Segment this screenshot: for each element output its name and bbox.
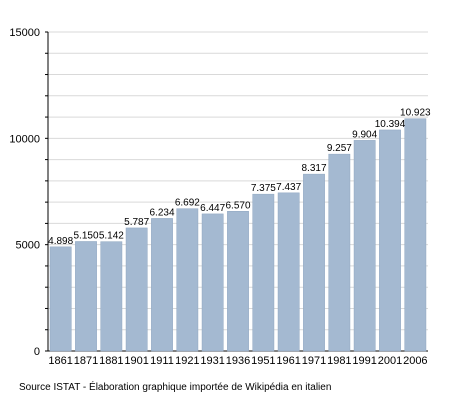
data-label: 5.150: [73, 230, 98, 241]
bar: [252, 193, 275, 352]
bar: [100, 241, 123, 352]
data-label: 6.692: [175, 198, 200, 209]
x-tick-label: 1921: [175, 355, 199, 367]
bar: [151, 218, 173, 352]
data-label: 6.234: [149, 207, 174, 218]
bar: [125, 227, 148, 352]
y-tick-label: 5000: [16, 240, 40, 252]
bars: [49, 118, 427, 352]
x-tick-label: 1911: [150, 355, 174, 367]
data-label: 4.898: [48, 236, 73, 247]
y-tick-label: 10000: [9, 133, 40, 145]
x-tick-label: 1936: [226, 355, 250, 367]
bar: [404, 118, 427, 352]
bar: [353, 140, 376, 352]
data-label: 6.447: [200, 203, 225, 214]
x-tick-label: 1981: [327, 355, 351, 367]
bar: [49, 246, 72, 352]
bar: [277, 192, 300, 352]
x-tick-label: 1951: [251, 355, 275, 367]
bar: [379, 129, 401, 352]
source-note: Source ISTAT - Élaboration graphique imp…: [19, 382, 332, 393]
data-label: 10.923: [400, 108, 431, 119]
data-label: 10.394: [375, 119, 406, 130]
x-tick-label: 1901: [124, 355, 148, 367]
x-tick-label: 1971: [302, 355, 326, 367]
bar: [176, 208, 199, 352]
data-label: 9.257: [327, 143, 352, 154]
x-tick-label: 2001: [378, 355, 402, 367]
y-tick-label: 15000: [9, 27, 40, 39]
y-tick-label: 0: [34, 346, 40, 358]
x-tick-label: 1871: [74, 355, 98, 367]
data-label: 6.570: [225, 200, 250, 211]
x-tick-label: 1931: [200, 355, 224, 367]
bar: [303, 173, 325, 352]
bar: [75, 241, 97, 352]
data-label: 5.142: [99, 231, 124, 242]
bar: [328, 153, 351, 352]
x-tick-label: 1961: [276, 355, 300, 367]
x-tick-label: 2006: [403, 355, 427, 367]
data-label: 8.317: [301, 163, 326, 174]
x-tick-label: 1861: [48, 355, 72, 367]
bar: [201, 213, 224, 352]
data-label: 7.437: [276, 182, 301, 193]
data-label: 9.904: [352, 129, 377, 140]
x-tick-label: 1881: [99, 355, 123, 367]
x-tick-label: 1991: [352, 355, 376, 367]
data-label: 7.375: [251, 183, 276, 194]
data-label: 5.787: [124, 217, 149, 228]
bar: [227, 211, 249, 352]
